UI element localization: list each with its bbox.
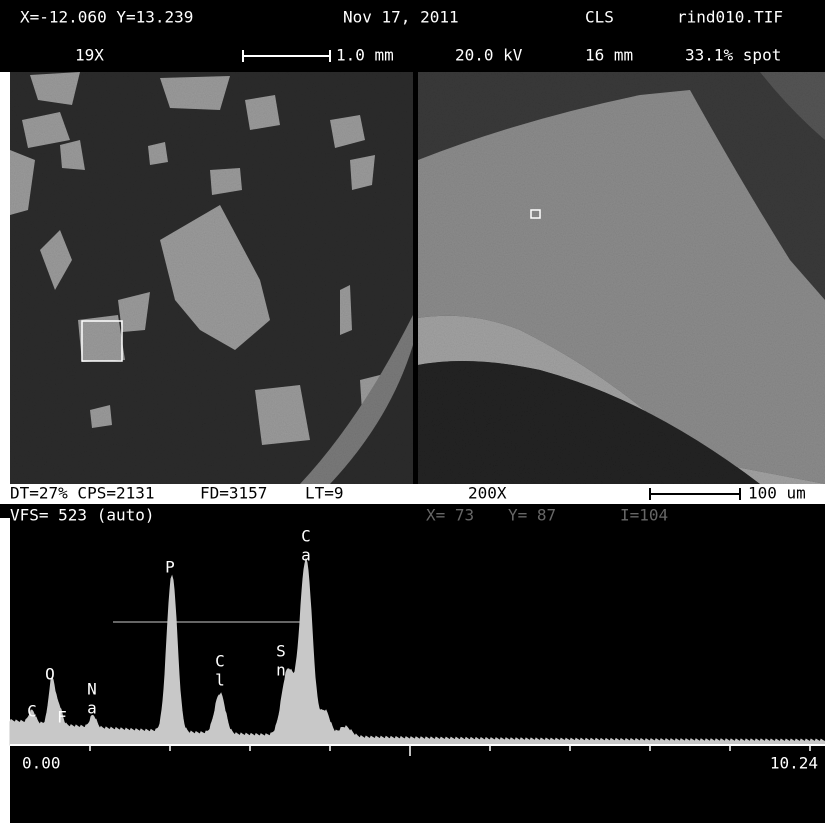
peak-label: C xyxy=(27,702,37,721)
working-distance: 16 mm xyxy=(585,46,633,65)
peak-label: P xyxy=(165,558,175,577)
live-time: LT=9 xyxy=(305,484,344,503)
dead-time: DT=27% CPS=2131 xyxy=(10,484,155,503)
voltage: 20.0 kV xyxy=(455,46,523,65)
coords: X=-12.060 Y=13.239 xyxy=(20,8,193,27)
scale-bar-label: 1.0 mm xyxy=(336,46,394,65)
fd: FD=3157 xyxy=(200,484,267,503)
peak-label: N xyxy=(87,680,97,699)
magnification: 19X xyxy=(75,46,104,65)
divider xyxy=(413,72,418,484)
operator: CLS xyxy=(585,8,614,27)
vfs: VFS= 523 (auto) xyxy=(10,506,155,525)
intensity: I=104 xyxy=(620,506,668,525)
scale-bar-label-2: 100 um xyxy=(748,484,806,503)
spectrum-panel-edge xyxy=(0,504,10,518)
file-name: rind010.TIF xyxy=(677,8,783,27)
peak-label: F xyxy=(57,708,67,727)
peak-label: n xyxy=(276,661,286,680)
spectrum-panel xyxy=(10,504,825,823)
peak-label: l xyxy=(215,671,225,690)
sem-screen: X=-12.060 Y=13.239 Nov 17, 2011 CLS rind… xyxy=(0,0,825,823)
peak-label: a xyxy=(301,546,311,565)
date: Nov 17, 2011 xyxy=(343,8,459,27)
sem-image-high-mag xyxy=(418,72,825,484)
x-end-label: 10.24 xyxy=(770,754,818,773)
peak-label: C xyxy=(215,652,225,671)
x-start-label: 0.00 xyxy=(22,754,61,773)
peak-label: O xyxy=(45,665,55,684)
cursor-x: X= 73 xyxy=(426,506,474,525)
peak-label: a xyxy=(87,699,97,718)
peak-label: S xyxy=(276,642,286,661)
cursor-y: Y= 87 xyxy=(508,506,556,525)
peak-label: C xyxy=(301,527,311,546)
spot-size: 33.1% spot xyxy=(685,46,781,65)
magnification-2: 200X xyxy=(468,484,507,503)
sem-image-low-mag xyxy=(10,72,413,484)
